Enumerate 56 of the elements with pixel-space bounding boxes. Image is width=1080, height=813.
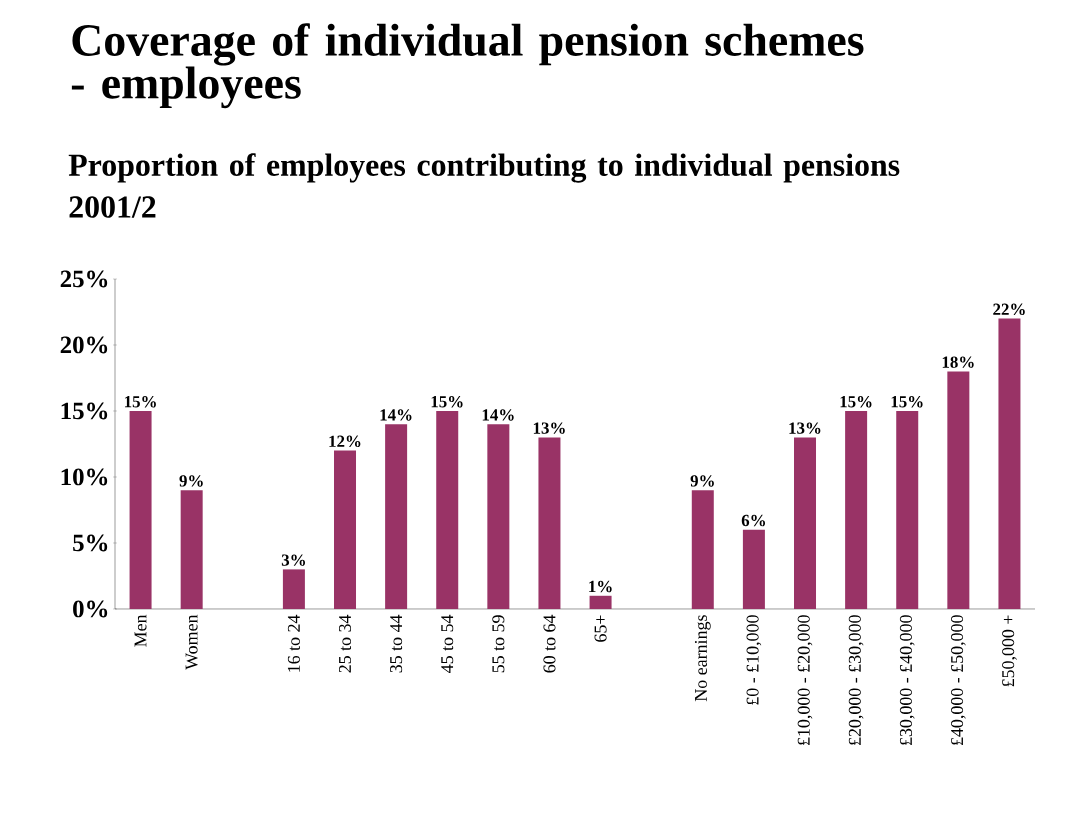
data-label: 15% (840, 395, 872, 408)
x-tick-label: 55 to 59 (492, 615, 505, 673)
y-tick-label: 20% (60, 336, 108, 354)
bar (589, 595, 612, 609)
x-tick-label: £40,000 - £50,000 (951, 615, 966, 745)
y-tick-label: 5% (73, 534, 108, 552)
x-tick-label: 16 to 24 (287, 614, 300, 672)
bar (794, 437, 817, 609)
bar (487, 424, 510, 609)
data-label: 12% (329, 435, 361, 448)
x-tick-label: £30,000 - £40,000 (899, 615, 915, 745)
x-tick-label: 60 to 64 (543, 614, 556, 673)
x-tick-label: £20,000 - £30,000 (848, 615, 864, 745)
x-tick-label: 35 to 44 (390, 614, 403, 673)
data-label: 15% (891, 395, 923, 408)
data-label: 18% (942, 356, 974, 368)
bar (129, 410, 152, 609)
data-label: 15% (124, 395, 156, 408)
x-tick-label: Women (185, 614, 198, 670)
bar (538, 437, 561, 609)
data-label: 22% (993, 303, 1025, 316)
data-label: 9% (179, 475, 203, 487)
data-label: 1% (589, 580, 612, 593)
x-tick-label: Men (134, 614, 147, 647)
bar (998, 318, 1021, 609)
bar (691, 490, 714, 609)
x-tick-label: No earnings (694, 615, 711, 702)
y-tick-label: 10% (61, 468, 108, 486)
data-label: 13% (789, 422, 821, 434)
bar (947, 371, 970, 609)
x-tick-label: £10,000 - £20,000 (797, 615, 813, 745)
y-tick-label: 0% (73, 600, 108, 618)
x-tick-label: 65+ (594, 615, 607, 642)
x-tick-label: 45 to 54 (441, 614, 454, 673)
y-tick-label: 15% (61, 402, 108, 420)
bar (334, 450, 357, 609)
x-tick-label: £50,000 + (1002, 615, 1017, 687)
chart-subtitle: Proportion of employees contributing to individual pensions 2001/2 (68, 153, 900, 218)
x-tick-label: 25 to 34 (338, 614, 352, 673)
bar (436, 410, 459, 609)
data-label: 15% (431, 395, 463, 408)
x-tick-label: £0 - £10,000 (746, 615, 762, 705)
data-label: 14% (482, 409, 514, 421)
data-label: 3% (281, 554, 306, 566)
bar (385, 424, 408, 609)
data-label: 9% (690, 475, 714, 487)
data-label: 14% (380, 409, 412, 421)
bar (742, 529, 765, 609)
bar (180, 490, 203, 609)
bar (845, 410, 868, 609)
chart-title: Coverage of individual pension schemes - employees (71, 23, 864, 109)
data-label: 6% (741, 514, 766, 527)
bar (282, 569, 305, 609)
data-label: 13% (533, 422, 565, 434)
y-tick-label: 25% (60, 270, 108, 288)
bar (896, 410, 919, 609)
